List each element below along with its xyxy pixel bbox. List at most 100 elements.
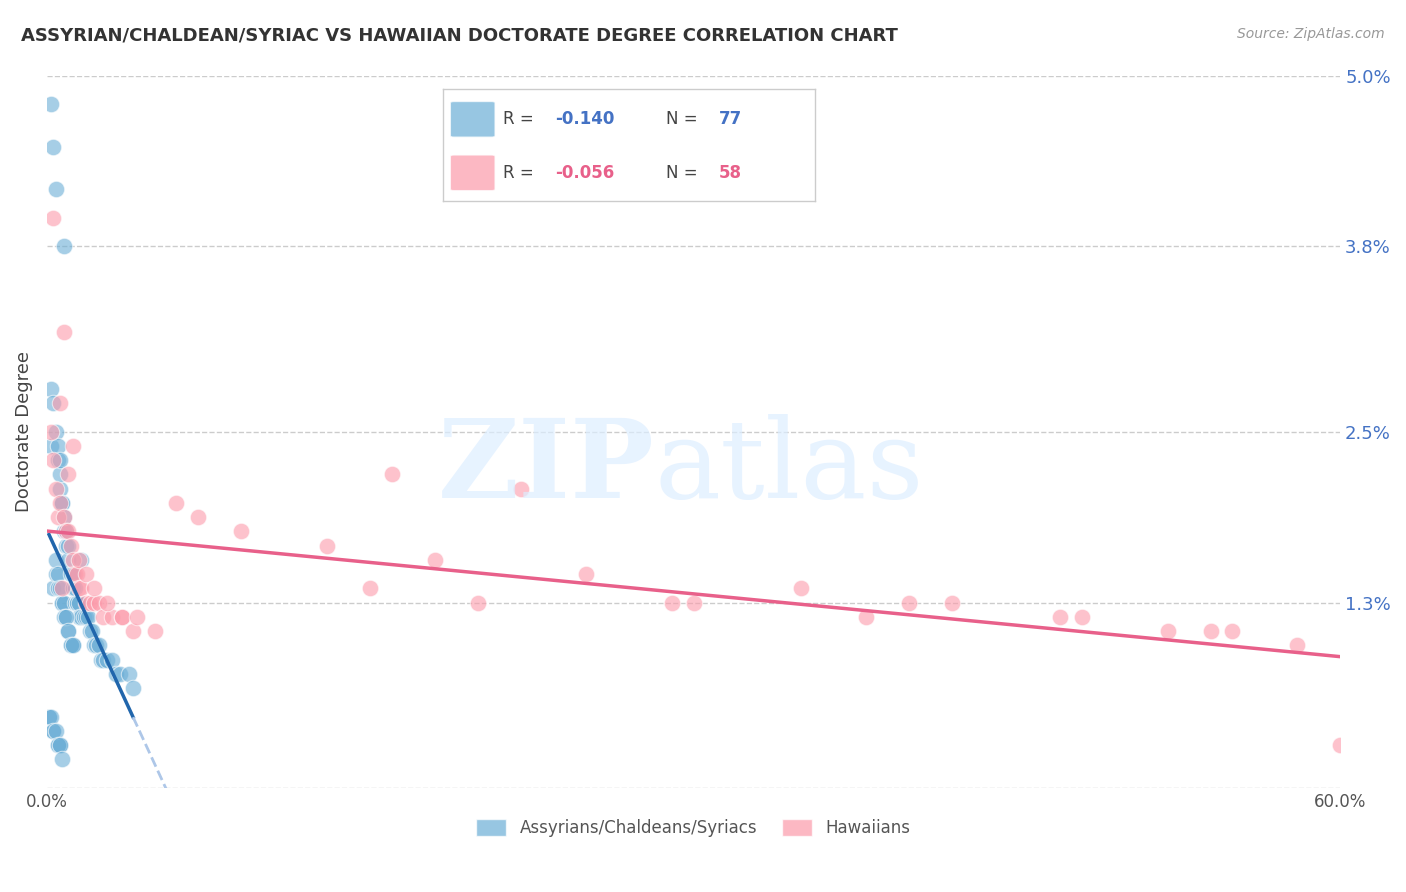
Point — [165, 496, 187, 510]
Point — [66, 567, 89, 582]
Point — [44, 482, 66, 496]
Point — [53, 510, 76, 524]
Point — [49, 453, 72, 467]
Point — [1199, 624, 1222, 639]
Point — [53, 524, 76, 539]
Point — [66, 596, 89, 610]
Point — [111, 610, 134, 624]
Point — [58, 624, 80, 639]
Point — [62, 639, 84, 653]
Point — [44, 425, 66, 439]
Point — [42, 211, 65, 225]
Point — [51, 596, 73, 610]
Point — [51, 496, 73, 510]
Point — [58, 553, 80, 567]
Point — [49, 738, 72, 752]
Point — [510, 482, 533, 496]
Point — [122, 624, 145, 639]
Point — [359, 582, 381, 596]
Point — [1286, 639, 1309, 653]
Point — [70, 553, 93, 567]
Legend: Assyrians/Chaldeans/Syriacs, Hawaiians: Assyrians/Chaldeans/Syriacs, Hawaiians — [470, 812, 917, 844]
Point — [67, 610, 90, 624]
Point — [67, 582, 90, 596]
Point — [53, 510, 76, 524]
Point — [62, 582, 84, 596]
Point — [46, 567, 69, 582]
Point — [122, 681, 145, 695]
Point — [53, 610, 76, 624]
Point — [55, 539, 77, 553]
Point — [39, 709, 62, 723]
Point — [82, 624, 104, 639]
Point — [83, 639, 105, 653]
Point — [42, 723, 65, 738]
Point — [790, 582, 813, 596]
Point — [49, 467, 72, 482]
Point — [467, 596, 489, 610]
Point — [70, 582, 93, 596]
Point — [44, 182, 66, 196]
Point — [38, 709, 60, 723]
Point — [58, 539, 80, 553]
Point — [46, 738, 69, 752]
Point — [55, 610, 77, 624]
Point — [229, 524, 252, 539]
Point — [108, 666, 131, 681]
Text: N =: N = — [666, 111, 697, 128]
Text: ASSYRIAN/CHALDEAN/SYRIAC VS HAWAIIAN DOCTORATE DEGREE CORRELATION CHART: ASSYRIAN/CHALDEAN/SYRIAC VS HAWAIIAN DOC… — [21, 27, 898, 45]
Point — [83, 596, 105, 610]
FancyBboxPatch shape — [450, 155, 495, 191]
Point — [898, 596, 921, 610]
Point — [104, 666, 127, 681]
Point — [49, 582, 72, 596]
Point — [96, 652, 118, 666]
Point — [87, 639, 110, 653]
Point — [100, 652, 122, 666]
Point — [55, 610, 77, 624]
Point — [49, 482, 72, 496]
Point — [44, 553, 66, 567]
Point — [39, 439, 62, 453]
Point — [423, 553, 446, 567]
Point — [42, 453, 65, 467]
Point — [62, 553, 84, 567]
Point — [83, 582, 105, 596]
Point — [91, 610, 114, 624]
Point — [51, 596, 73, 610]
Point — [86, 639, 108, 653]
Point — [90, 652, 112, 666]
Point — [55, 524, 77, 539]
Text: ZIP: ZIP — [439, 414, 655, 521]
Point — [42, 723, 65, 738]
Point — [59, 639, 82, 653]
Point — [66, 596, 89, 610]
Point — [76, 610, 98, 624]
Point — [55, 524, 77, 539]
Point — [1329, 738, 1351, 752]
Point — [1157, 624, 1180, 639]
Point — [53, 325, 76, 339]
Point — [661, 596, 683, 610]
Text: R =: R = — [502, 164, 533, 182]
Point — [59, 539, 82, 553]
Text: R =: R = — [502, 111, 533, 128]
Point — [44, 567, 66, 582]
Point — [941, 596, 963, 610]
Point — [49, 396, 72, 410]
Point — [59, 639, 82, 653]
Point — [75, 610, 97, 624]
Point — [44, 723, 66, 738]
Point — [91, 652, 114, 666]
Point — [855, 610, 877, 624]
Point — [39, 382, 62, 396]
Point — [96, 596, 118, 610]
Point — [42, 582, 65, 596]
Point — [49, 738, 72, 752]
Point — [682, 596, 704, 610]
Point — [316, 539, 339, 553]
Point — [63, 596, 86, 610]
Point — [53, 596, 76, 610]
Text: atlas: atlas — [655, 414, 924, 521]
Point — [46, 738, 69, 752]
